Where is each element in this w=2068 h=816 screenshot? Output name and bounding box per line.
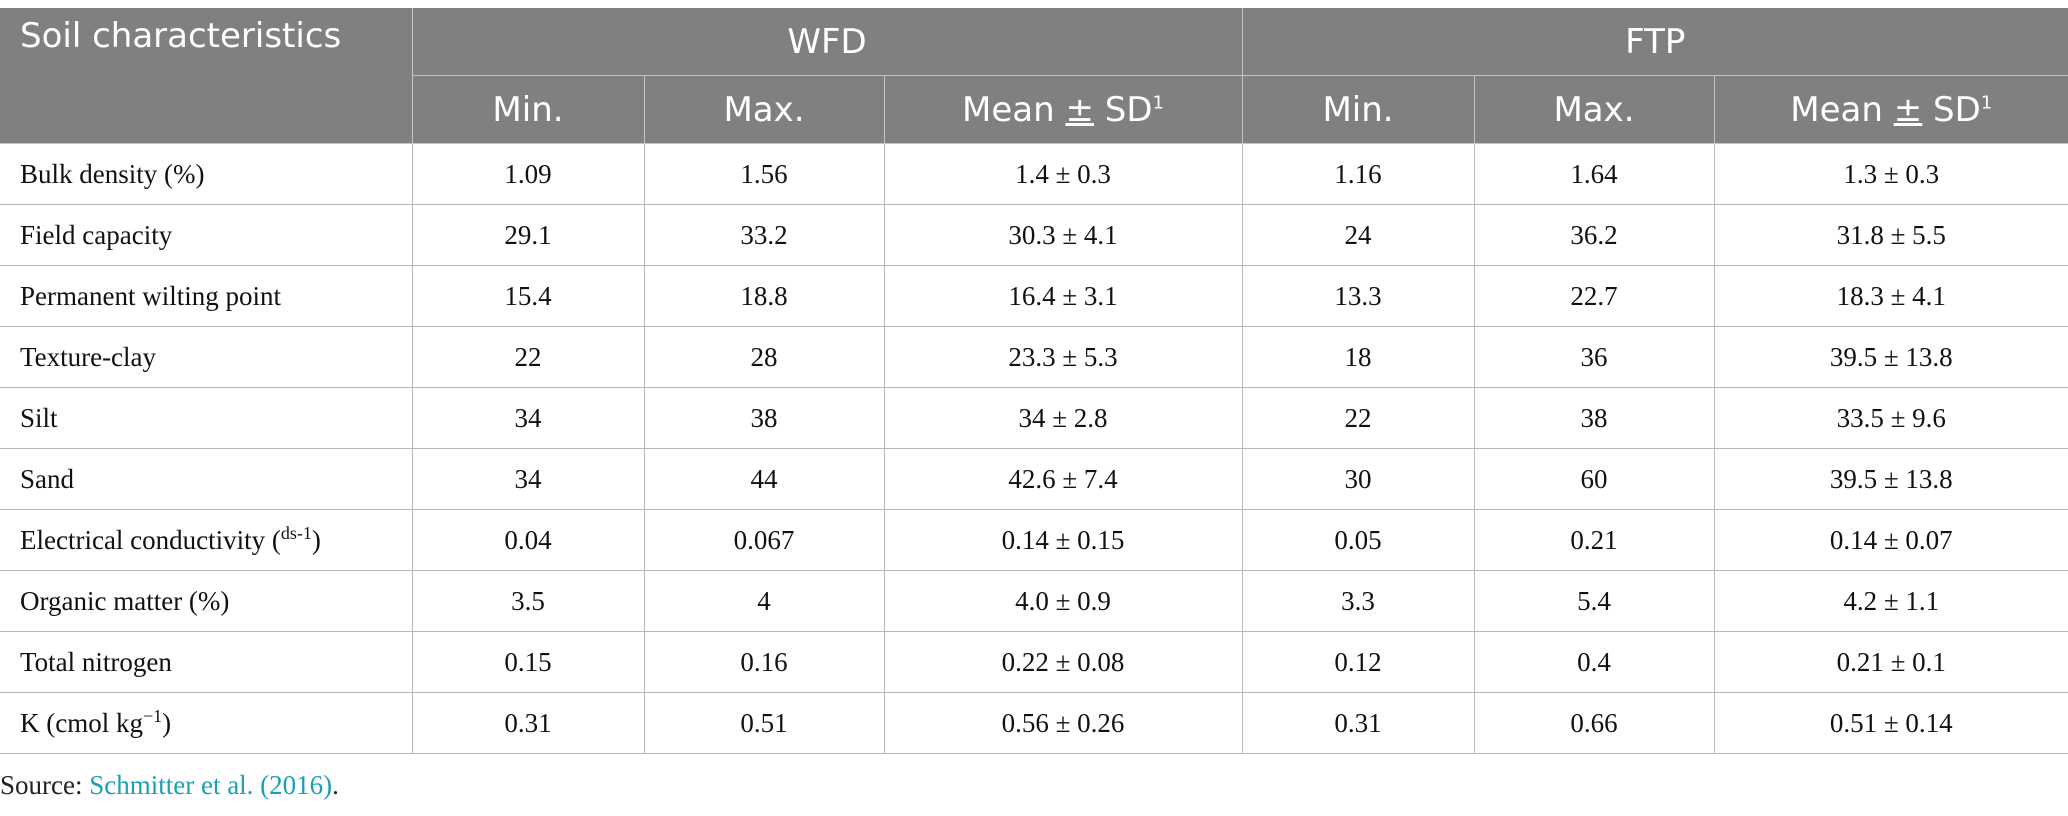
cell-ftp-max: 60 xyxy=(1473,448,1715,510)
soil-characteristics-table: Soil characteristics WFD FTP Min. Max. M… xyxy=(0,8,2068,754)
cell-wfd-min: 15.4 xyxy=(411,265,644,327)
header-group-ftp: FTP xyxy=(1241,8,2068,76)
header-wfd-mean-sd: Mean ± SD1 xyxy=(883,75,1243,144)
cell-wfd-max: 1.56 xyxy=(643,143,884,205)
cell-wfd-min: 29.1 xyxy=(411,204,644,266)
cell-wfd-min: 34 xyxy=(411,387,644,449)
cell-wfd-mean-sd: 0.56 ± 0.26 xyxy=(883,692,1243,754)
cell-ftp-mean-sd: 33.5 ± 9.6 xyxy=(1713,387,2068,449)
cell-wfd-mean-sd: 16.4 ± 3.1 xyxy=(883,265,1243,327)
row-label: Organic matter (%) xyxy=(0,570,412,632)
header-soil-characteristics: Soil characteristics xyxy=(0,8,412,144)
cell-ftp-mean-sd: 4.2 ± 1.1 xyxy=(1713,570,2068,632)
source-prefix: Source: xyxy=(0,770,90,800)
cell-wfd-min: 1.09 xyxy=(411,143,644,205)
row-label: Total nitrogen xyxy=(0,631,412,693)
cell-ftp-min: 30 xyxy=(1241,448,1475,510)
table-row: Field capacity 29.1 33.2 30.3 ± 4.1 24 36.2 31… xyxy=(0,204,2068,266)
cell-ftp-mean-sd: 31.8 ± 5.5 xyxy=(1713,204,2068,266)
cell-wfd-max: 0.067 xyxy=(643,509,884,571)
cell-ftp-min: 13.3 xyxy=(1241,265,1475,327)
cell-wfd-min: 3.5 xyxy=(411,570,644,632)
header-row-stats: Min. Max. Mean ± SD1 Min. Max. Mean ± SD… xyxy=(0,75,2068,144)
cell-wfd-min: 22 xyxy=(411,326,644,388)
table-row: Electrical conductivity (ds-1) 0.04 0.067 0… xyxy=(0,509,2068,571)
row-label: K (cmol kg−1) xyxy=(0,692,412,754)
table-wrapper: Soil characteristics WFD FTP Min. Max. M… xyxy=(0,8,2068,754)
row-label: Electrical conductivity (ds-1) xyxy=(0,509,412,571)
table-row: Permanent wilting point 15.4 18.8 16.4 ± 3.… xyxy=(0,265,2068,327)
cell-wfd-max: 0.16 xyxy=(643,631,884,693)
row-label: Field capacity xyxy=(0,204,412,266)
cell-wfd-mean-sd: 34 ± 2.8 xyxy=(883,387,1243,449)
cell-wfd-mean-sd: 23.3 ± 5.3 xyxy=(883,326,1243,388)
cell-ftp-max: 36.2 xyxy=(1473,204,1715,266)
cell-wfd-max: 28 xyxy=(643,326,884,388)
cell-wfd-max: 44 xyxy=(643,448,884,510)
table-row: Total nitrogen 0.15 0.16 0.22 ± 0.08 0.12 0.4… xyxy=(0,631,2068,693)
cell-wfd-mean-sd: 0.14 ± 0.15 xyxy=(883,509,1243,571)
cell-wfd-min: 0.04 xyxy=(411,509,644,571)
source-note: Source: Schmitter et al. (2016). xyxy=(0,770,339,801)
row-label: Sand xyxy=(0,448,412,510)
cell-wfd-mean-sd: 1.4 ± 0.3 xyxy=(883,143,1243,205)
cell-wfd-max: 33.2 xyxy=(643,204,884,266)
cell-ftp-mean-sd: 1.3 ± 0.3 xyxy=(1713,143,2068,205)
cell-ftp-mean-sd: 39.5 ± 13.8 xyxy=(1713,326,2068,388)
table-row: Silt 34 38 34 ± 2.8 22 38 33.5 ± 9.6 xyxy=(0,387,2068,449)
cell-wfd-mean-sd: 0.22 ± 0.08 xyxy=(883,631,1243,693)
table-row: Bulk density (%) 1.09 1.56 1.4 ± 0.3 1.16 1.6… xyxy=(0,143,2068,205)
cell-wfd-max: 38 xyxy=(643,387,884,449)
cell-ftp-max: 0.66 xyxy=(1473,692,1715,754)
header-row-groups: Soil characteristics WFD FTP xyxy=(0,8,2068,144)
row-label: Permanent wilting point xyxy=(0,265,412,327)
cell-ftp-max: 36 xyxy=(1473,326,1715,388)
header-ftp-max: Max. xyxy=(1473,75,1715,144)
source-suffix: . xyxy=(332,770,339,800)
cell-ftp-min: 1.16 xyxy=(1241,143,1475,205)
cell-ftp-max: 0.21 xyxy=(1473,509,1715,571)
cell-ftp-max: 22.7 xyxy=(1473,265,1715,327)
cell-ftp-mean-sd: 0.21 ± 0.1 xyxy=(1713,631,2068,693)
cell-ftp-mean-sd: 39.5 ± 13.8 xyxy=(1713,448,2068,510)
cell-wfd-min: 34 xyxy=(411,448,644,510)
cell-ftp-min: 18 xyxy=(1241,326,1475,388)
cell-ftp-mean-sd: 0.51 ± 0.14 xyxy=(1713,692,2068,754)
header-ftp-min: Min. xyxy=(1241,75,1475,144)
cell-ftp-min: 0.31 xyxy=(1241,692,1475,754)
cell-wfd-mean-sd: 42.6 ± 7.4 xyxy=(883,448,1243,510)
header-ftp-mean-sd: Mean ± SD1 xyxy=(1713,75,2068,144)
cell-ftp-max: 38 xyxy=(1473,387,1715,449)
table-row: Sand 34 44 42.6 ± 7.4 30 60 39.5 ± 13.8 xyxy=(0,448,2068,510)
header-wfd-min: Min. xyxy=(411,75,644,144)
cell-ftp-min: 3.3 xyxy=(1241,570,1475,632)
table-row: Organic matter (%) 3.5 4 4.0 ± 0.9 3.3 5.4 4.2… xyxy=(0,570,2068,632)
table-row: Texture-clay 22 28 23.3 ± 5.3 18 36 39.5 ± 13.… xyxy=(0,326,2068,388)
cell-ftp-min: 0.12 xyxy=(1241,631,1475,693)
table-body: Bulk density (%) 1.09 1.56 1.4 ± 0.3 1.16 1.6… xyxy=(0,143,2068,754)
cell-ftp-min: 24 xyxy=(1241,204,1475,266)
cell-ftp-mean-sd: 0.14 ± 0.07 xyxy=(1713,509,2068,571)
cell-wfd-min: 0.31 xyxy=(411,692,644,754)
header-group-wfd: WFD xyxy=(411,8,1243,76)
cell-ftp-max: 0.4 xyxy=(1473,631,1715,693)
row-label: Bulk density (%) xyxy=(0,143,412,205)
cell-wfd-mean-sd: 4.0 ± 0.9 xyxy=(883,570,1243,632)
cell-ftp-max: 1.64 xyxy=(1473,143,1715,205)
row-label: Silt xyxy=(0,387,412,449)
cell-ftp-max: 5.4 xyxy=(1473,570,1715,632)
cell-ftp-min: 22 xyxy=(1241,387,1475,449)
table-row: K (cmol kg−1) 0.31 0.51 0.56 ± 0.26 0.31 0.66… xyxy=(0,692,2068,754)
cell-wfd-max: 0.51 xyxy=(643,692,884,754)
cell-ftp-mean-sd: 18.3 ± 4.1 xyxy=(1713,265,2068,327)
cell-wfd-max: 18.8 xyxy=(643,265,884,327)
cell-wfd-mean-sd: 30.3 ± 4.1 xyxy=(883,204,1243,266)
row-label: Texture-clay xyxy=(0,326,412,388)
source-link[interactable]: Schmitter et al. (2016) xyxy=(89,770,333,800)
cell-wfd-min: 0.15 xyxy=(411,631,644,693)
cell-ftp-min: 0.05 xyxy=(1241,509,1475,571)
header-wfd-max: Max. xyxy=(643,75,884,144)
cell-wfd-max: 4 xyxy=(643,570,884,632)
